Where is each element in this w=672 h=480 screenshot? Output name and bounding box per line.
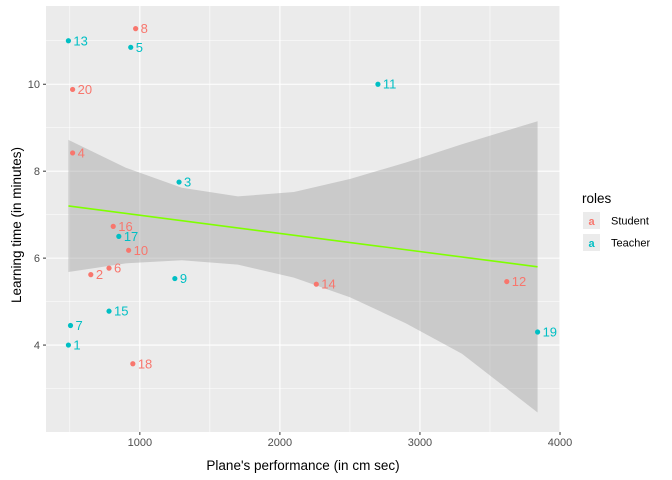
point-label-8: 8 bbox=[141, 21, 148, 36]
minor-gridlines bbox=[46, 6, 560, 432]
point-label-19: 19 bbox=[543, 325, 557, 340]
point-label-15: 15 bbox=[114, 304, 128, 319]
point-18 bbox=[130, 361, 136, 367]
point-13 bbox=[65, 38, 72, 44]
point-14 bbox=[313, 281, 319, 287]
data-points bbox=[65, 26, 541, 367]
x-tick-label: 1000 bbox=[128, 437, 152, 449]
legend-title: roles bbox=[582, 191, 612, 206]
point-label-4: 4 bbox=[78, 145, 85, 160]
major-gridlines bbox=[46, 6, 561, 432]
point-10 bbox=[126, 247, 132, 253]
legend-key-teacher bbox=[583, 234, 600, 251]
point-8 bbox=[133, 26, 139, 32]
x-tick-label: 3000 bbox=[408, 437, 432, 449]
point-1 bbox=[65, 342, 72, 348]
x-axis-title: Plane's performance (in cm sec) bbox=[206, 458, 399, 473]
y-tick-label: 8 bbox=[34, 166, 40, 178]
point-6 bbox=[106, 265, 112, 271]
point-label-14: 14 bbox=[321, 277, 335, 292]
y-axis-title: Learning time (in minutes) bbox=[9, 147, 24, 303]
point-15 bbox=[106, 308, 112, 314]
point-3 bbox=[176, 179, 182, 185]
point-label-13: 13 bbox=[73, 33, 87, 48]
point-label-12: 12 bbox=[512, 274, 526, 289]
point-label-18: 18 bbox=[138, 356, 152, 371]
point-label-2: 2 bbox=[96, 267, 103, 282]
point-17 bbox=[116, 233, 122, 239]
point-7 bbox=[67, 322, 74, 329]
legend: roles a Student a Teacher bbox=[582, 191, 650, 251]
legend-label-teacher: Teacher bbox=[611, 238, 650, 250]
point-label-20: 20 bbox=[78, 82, 92, 97]
legend-key-glyph: a bbox=[588, 216, 595, 228]
point-label-9: 9 bbox=[180, 271, 187, 286]
y-tick-label: 6 bbox=[34, 253, 40, 265]
regression-line bbox=[68, 205, 538, 268]
y-tick-label: 4 bbox=[34, 340, 40, 352]
point-label-11: 11 bbox=[383, 77, 397, 92]
point-label-17: 17 bbox=[124, 229, 138, 244]
confidence-band bbox=[68, 121, 538, 413]
y-tick-label: 10 bbox=[28, 79, 40, 91]
point-9 bbox=[172, 275, 178, 282]
point-20 bbox=[70, 86, 76, 93]
point-5 bbox=[128, 44, 134, 50]
legend-key-student bbox=[583, 212, 600, 229]
legend-label-student: Student bbox=[611, 216, 649, 228]
point-16 bbox=[110, 223, 116, 229]
point-2 bbox=[88, 272, 94, 278]
point-label-16: 16 bbox=[118, 219, 132, 234]
point-label-1: 1 bbox=[73, 338, 80, 353]
point-label-7: 7 bbox=[76, 318, 83, 333]
point-12 bbox=[504, 278, 510, 285]
panel-background bbox=[46, 6, 560, 432]
point-label-5: 5 bbox=[136, 40, 143, 55]
x-tick-label: 2000 bbox=[268, 437, 292, 449]
y-axis-ticks: 4 6 8 10 bbox=[28, 79, 46, 352]
point-11 bbox=[375, 81, 381, 87]
x-axis-ticks: 1000 2000 3000 4000 bbox=[128, 432, 572, 449]
point-label-3: 3 bbox=[184, 175, 191, 190]
point-19 bbox=[534, 329, 541, 335]
x-tick-label: 4000 bbox=[548, 437, 572, 449]
point-4 bbox=[70, 150, 76, 156]
legend-key-glyph: a bbox=[588, 238, 595, 250]
point-label-10: 10 bbox=[134, 243, 148, 258]
point-label-6: 6 bbox=[114, 261, 121, 276]
